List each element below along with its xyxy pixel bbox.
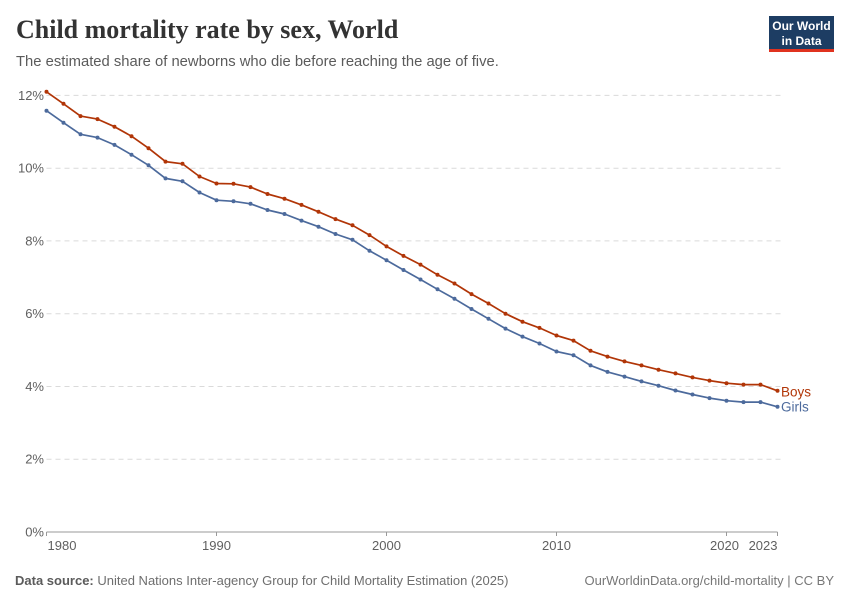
svg-text:10%: 10% <box>18 161 44 176</box>
svg-text:6%: 6% <box>25 306 44 321</box>
svg-text:12%: 12% <box>18 88 44 103</box>
svg-text:Boys: Boys <box>781 385 811 400</box>
svg-text:4%: 4% <box>25 379 44 394</box>
svg-text:2%: 2% <box>25 452 44 467</box>
svg-text:2023: 2023 <box>749 538 778 553</box>
svg-text:1990: 1990 <box>202 538 231 553</box>
svg-text:0%: 0% <box>25 525 44 540</box>
svg-text:2000: 2000 <box>372 538 401 553</box>
svg-text:1980: 1980 <box>48 538 77 553</box>
svg-text:2010: 2010 <box>542 538 571 553</box>
svg-text:8%: 8% <box>25 233 44 248</box>
svg-text:2020: 2020 <box>710 538 739 553</box>
svg-text:Girls: Girls <box>781 400 809 415</box>
